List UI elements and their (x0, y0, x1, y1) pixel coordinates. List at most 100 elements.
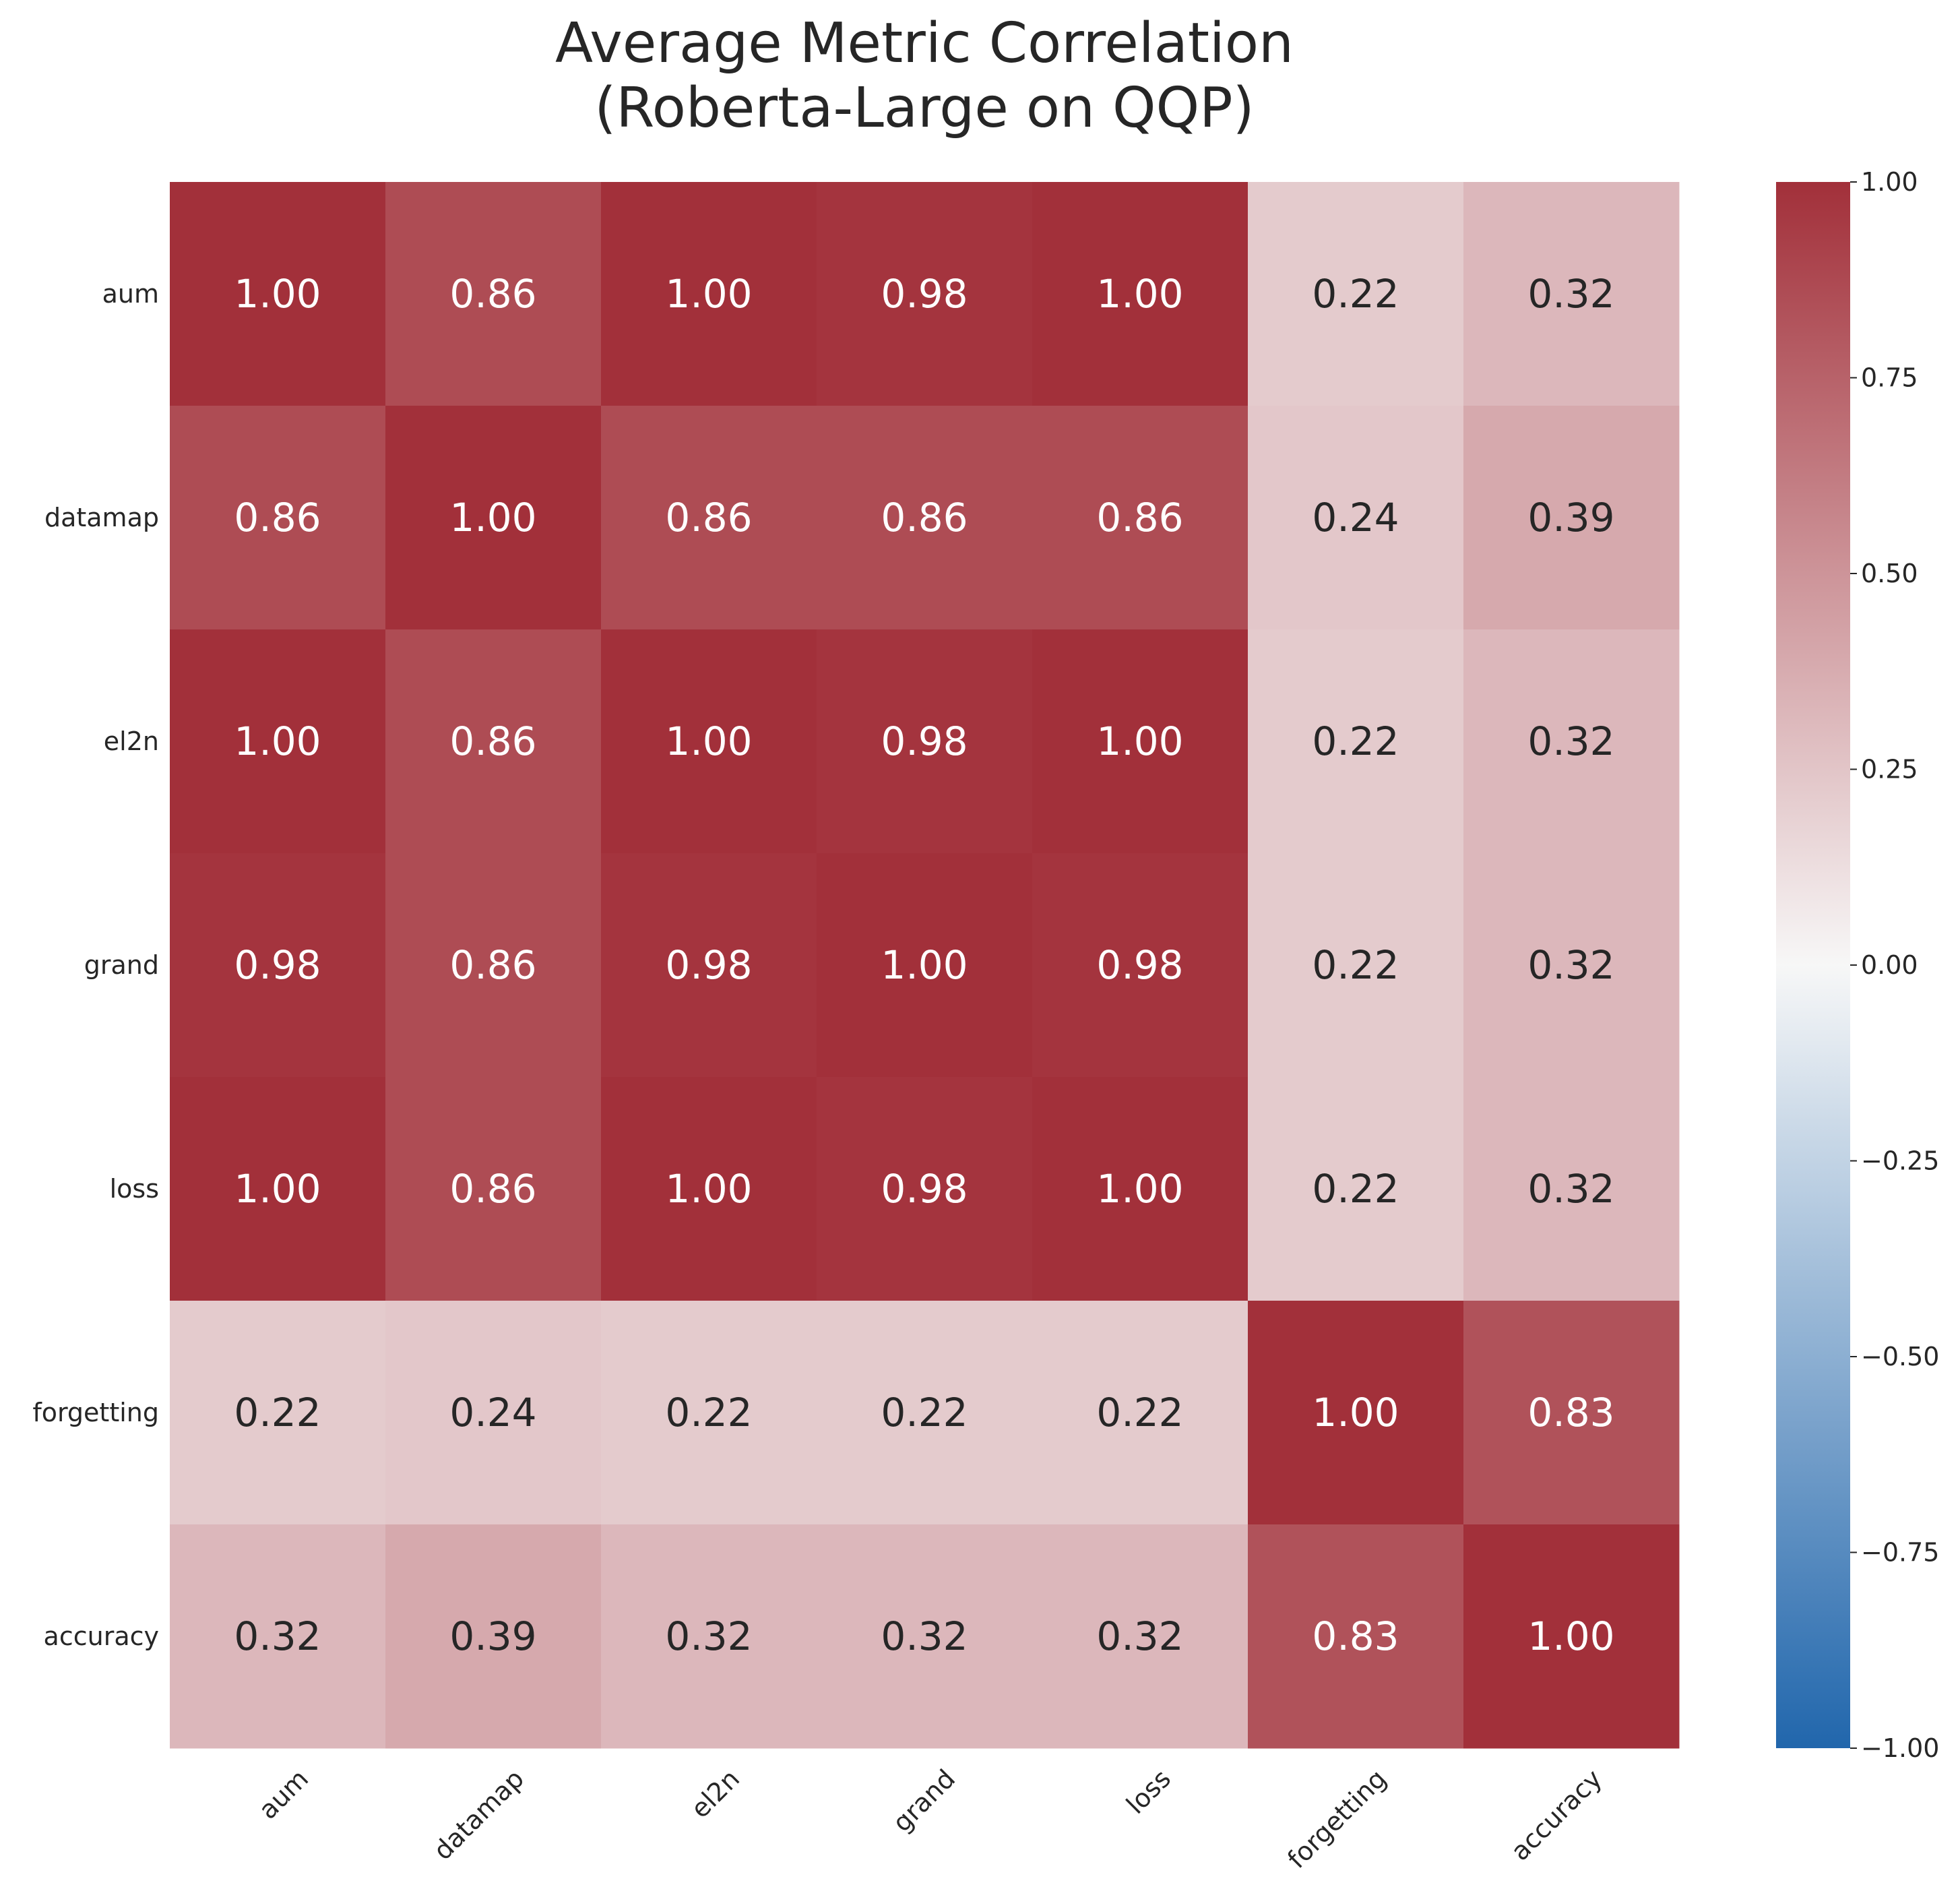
heatmap-cell-accuracy-loss (1032, 1524, 1248, 1749)
heatmap-cell-datamap-loss (1032, 406, 1248, 630)
heatmap-cell-loss-forgetting (1248, 1077, 1464, 1301)
row-label-forgetting: forgetting (32, 1398, 159, 1427)
cell-value-label: 0.98 (881, 1166, 968, 1212)
heatmap-cell-datamap-accuracy (1463, 406, 1680, 630)
heatmap-cell-forgetting-accuracy (1463, 1301, 1680, 1525)
cell-value-label: 1.00 (234, 271, 321, 317)
cell-value-label: 1.00 (1527, 1613, 1614, 1659)
colorbar-tick-label: −0.50 (1861, 1342, 1939, 1371)
heatmap-cell-datamap-forgetting (1248, 406, 1464, 630)
row-label-loss: loss (110, 1174, 159, 1204)
heatmap-cell-el2n-grand (817, 629, 1033, 854)
heatmap-cell-loss-grand (817, 1077, 1033, 1301)
cell-value-label: 1.00 (234, 718, 321, 764)
heatmap-cell-forgetting-grand (817, 1301, 1033, 1525)
cell-value-label: 0.83 (1312, 1613, 1399, 1659)
cell-value-label: 0.86 (449, 942, 536, 988)
heatmap-cell-el2n-aum (170, 629, 386, 854)
cell-value-label: 0.86 (881, 495, 968, 540)
row-label-el2n: el2n (104, 726, 159, 756)
cell-value-label: 0.32 (665, 1613, 752, 1659)
row-label-aum: aum (102, 279, 159, 309)
heatmap-cell-el2n-el2n (601, 629, 817, 854)
heatmap-cell-accuracy-aum (170, 1524, 386, 1749)
cell-value-label: 1.00 (665, 718, 752, 764)
heatmap-cell-el2n-datamap (385, 629, 602, 854)
cell-value-label: 0.86 (665, 495, 752, 540)
cell-value-label: 0.86 (234, 495, 321, 540)
colorbar-tick-label: −1.00 (1861, 1733, 1939, 1763)
cell-value-label: 1.00 (234, 1166, 321, 1212)
heatmap-cell-datamap-aum (170, 406, 386, 630)
colorbar-tick-label: −0.75 (1861, 1538, 1939, 1568)
cell-value-label: 0.22 (1312, 942, 1399, 988)
cell-value-label: 0.86 (1096, 495, 1183, 540)
heatmap-cell-aum-forgetting (1248, 182, 1464, 406)
heatmap-cell-datamap-grand (817, 406, 1033, 630)
colorbar-tick-label: 0.50 (1861, 559, 1918, 588)
cell-value-label: 1.00 (1096, 1166, 1183, 1212)
cell-value-label: 0.98 (881, 718, 968, 764)
cell-value-label: 0.22 (881, 1390, 968, 1435)
colorbar-tick-label: 0.75 (1861, 363, 1918, 393)
heatmap-cell-aum-loss (1032, 182, 1248, 406)
cell-value-label: 0.39 (449, 1613, 536, 1659)
heatmap-cell-accuracy-grand (817, 1524, 1033, 1749)
heatmap-cell-forgetting-loss (1032, 1301, 1248, 1525)
heatmap-cell-aum-el2n (601, 182, 817, 406)
cell-value-label: 0.32 (1096, 1613, 1183, 1659)
cell-value-label: 1.00 (665, 271, 752, 317)
heatmap-cell-loss-loss (1032, 1077, 1248, 1301)
cell-value-label: 0.32 (234, 1613, 321, 1659)
cell-value-label: 0.22 (1096, 1390, 1183, 1435)
col-label-accuracy: accuracy (1505, 1764, 1608, 1866)
cell-value-label: 0.24 (449, 1390, 536, 1435)
cell-value-label: 0.22 (665, 1390, 752, 1435)
cell-value-label: 0.32 (1527, 718, 1614, 764)
cell-value-label: 0.32 (1527, 1166, 1614, 1212)
col-label-datamap: datamap (428, 1764, 530, 1865)
colorbar: 1.00 0.75 0.50 0.25 0.00 −0.25 −0.50 −0.75 −1.00 (1776, 167, 1939, 1763)
colorbar-tick-label: 1.00 (1861, 167, 1918, 197)
cell-value-label: 1.00 (665, 1166, 752, 1212)
row-label-accuracy: accuracy (44, 1621, 159, 1651)
col-label-el2n: el2n (685, 1764, 745, 1824)
cell-value-label: 0.98 (881, 271, 968, 317)
heatmap-cell-datamap-datamap (385, 406, 602, 630)
cell-value-label: 0.22 (234, 1390, 321, 1435)
heatmap-cell-el2n-forgetting (1248, 629, 1464, 854)
col-label-grand: grand (887, 1764, 961, 1838)
cell-value-label: 0.39 (1527, 495, 1614, 540)
cell-value-label: 1.00 (1312, 1390, 1399, 1435)
heatmap-cells: 1.00 0.86 1.00 0.98 1.00 0.22 0.32 0.86 1.00 0.86… (170, 182, 1680, 1749)
cell-value-label: 0.22 (1312, 718, 1399, 764)
cell-value-label: 0.86 (449, 718, 536, 764)
cell-value-label: 0.86 (449, 1166, 536, 1212)
chart-title-line-1: Average Metric Correlation (555, 11, 1294, 75)
colorbar-tick-label: 0.25 (1861, 755, 1918, 784)
y-axis-tick-labels: aum datamap el2n grand loss forgetting accurac… (32, 279, 159, 1651)
cell-value-label: 0.32 (1527, 942, 1614, 988)
heatmap-cell-el2n-accuracy (1463, 629, 1680, 854)
heatmap-cell-aum-datamap (385, 182, 602, 406)
heatmap-cell-forgetting-aum (170, 1301, 386, 1525)
heatmap-cell-datamap-el2n (601, 406, 817, 630)
chart-title: Average Metric Correlation(Roberta-Large… (555, 11, 1294, 140)
heatmap-cell-accuracy-accuracy (1463, 1524, 1680, 1749)
cell-value-label: 1.00 (881, 942, 968, 988)
row-label-datamap: datamap (44, 503, 159, 532)
heatmap-cell-loss-accuracy (1463, 1077, 1680, 1301)
cell-value-label: 0.22 (1312, 271, 1399, 317)
heatmap-cell-forgetting-forgetting (1248, 1301, 1464, 1525)
cell-value-label: 0.98 (665, 942, 752, 988)
heatmap-cell-loss-datamap (385, 1077, 602, 1301)
heatmap-cell-aum-grand (817, 182, 1033, 406)
heatmap-cell-grand-aum (170, 853, 386, 1078)
cell-value-label: 0.24 (1312, 495, 1399, 540)
cell-value-label: 0.22 (1312, 1166, 1399, 1212)
cell-value-label: 0.32 (881, 1613, 968, 1659)
cell-value-label: 0.83 (1527, 1390, 1614, 1435)
heatmap-cell-accuracy-forgetting (1248, 1524, 1464, 1749)
